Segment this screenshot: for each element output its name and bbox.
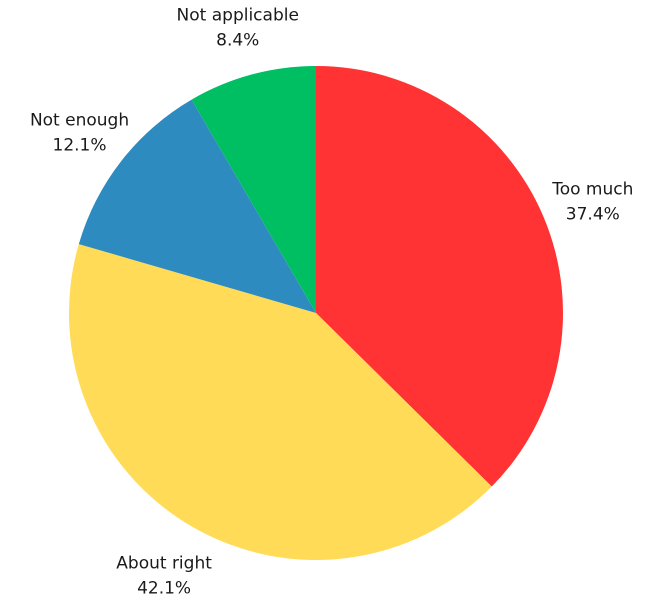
slice-label: Not enough: [30, 110, 129, 130]
pie-labels: Too much 37.4% About right 42.1% Not enough 1…: [30, 5, 633, 598]
slice-value-label: 42.1%: [137, 579, 191, 598]
slice-value-label: 37.4%: [566, 204, 620, 224]
pie-slices: [69, 66, 563, 560]
pie-slice-not-applicable: [191, 66, 316, 313]
slice-value-label: 12.1%: [53, 135, 107, 155]
pie-slice-not-enough: [78, 99, 316, 313]
slice-label: About right: [116, 554, 212, 574]
slice-label: Too much: [551, 179, 633, 199]
slice-label: Not applicable: [177, 5, 299, 25]
slice-value-label: 8.4%: [216, 30, 259, 50]
pie-slice-too-much: [316, 66, 563, 487]
pie-slice-about-right: [69, 244, 492, 560]
